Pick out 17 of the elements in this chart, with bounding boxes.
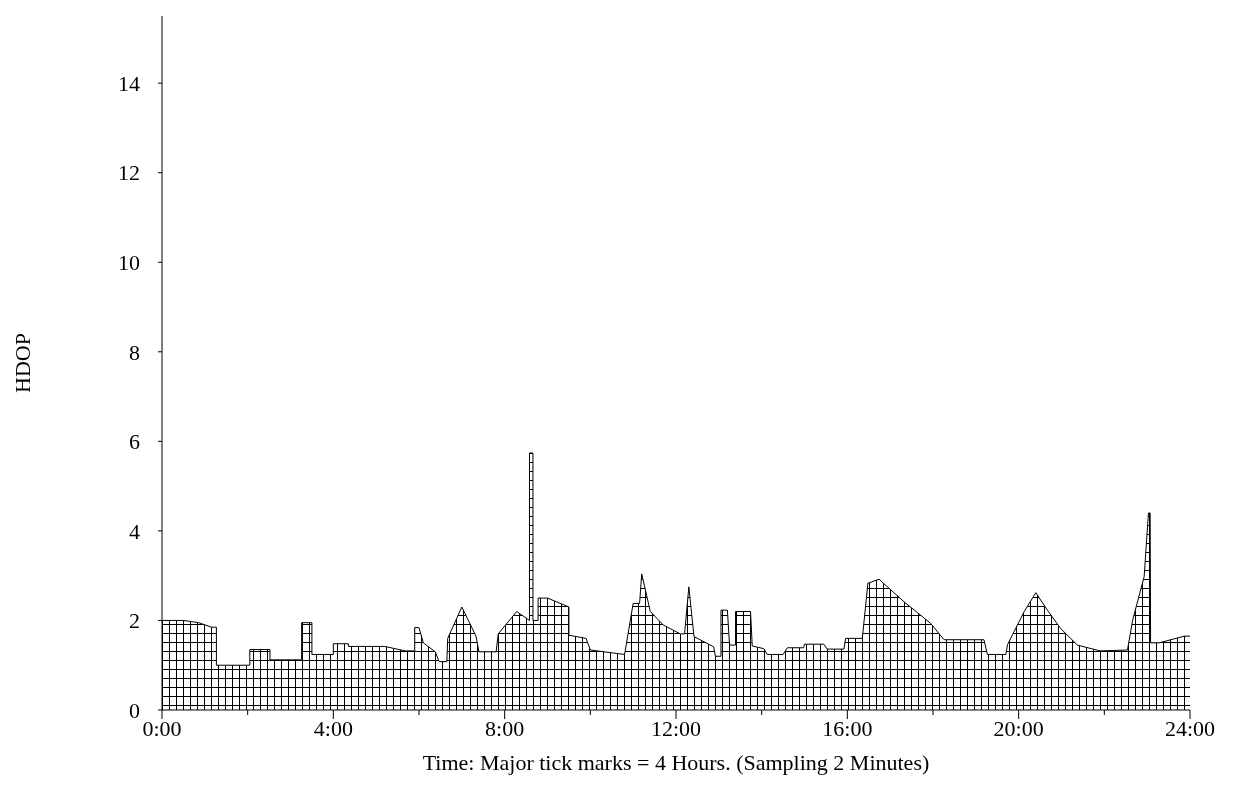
x-tick-label: 16:00 — [822, 716, 873, 741]
y-tick-label: 8 — [129, 339, 140, 365]
x-tick-label: 8:00 — [485, 716, 525, 741]
y-tick-label: 10 — [118, 249, 140, 275]
y-tick-label: 4 — [129, 518, 140, 544]
y-tick-label: 6 — [129, 429, 140, 455]
x-tick-label: 4:00 — [313, 716, 353, 741]
y-axis-title: HDOP — [10, 333, 35, 393]
x-tick-label: 12:00 — [650, 716, 702, 741]
y-tick-label: 12 — [118, 160, 140, 186]
y-tick-label: 0 — [129, 697, 140, 723]
y-tick-label: 14 — [118, 70, 140, 96]
x-tick-label: 24:00 — [1164, 716, 1216, 741]
y-tick-label: 2 — [129, 608, 140, 634]
x-tick-label: 20:00 — [993, 716, 1044, 741]
x-tick-label: 0:00 — [142, 716, 182, 741]
x-axis-title: Time: Major tick marks = 4 Hours. (Sampling 2 Minutes) — [422, 750, 930, 775]
